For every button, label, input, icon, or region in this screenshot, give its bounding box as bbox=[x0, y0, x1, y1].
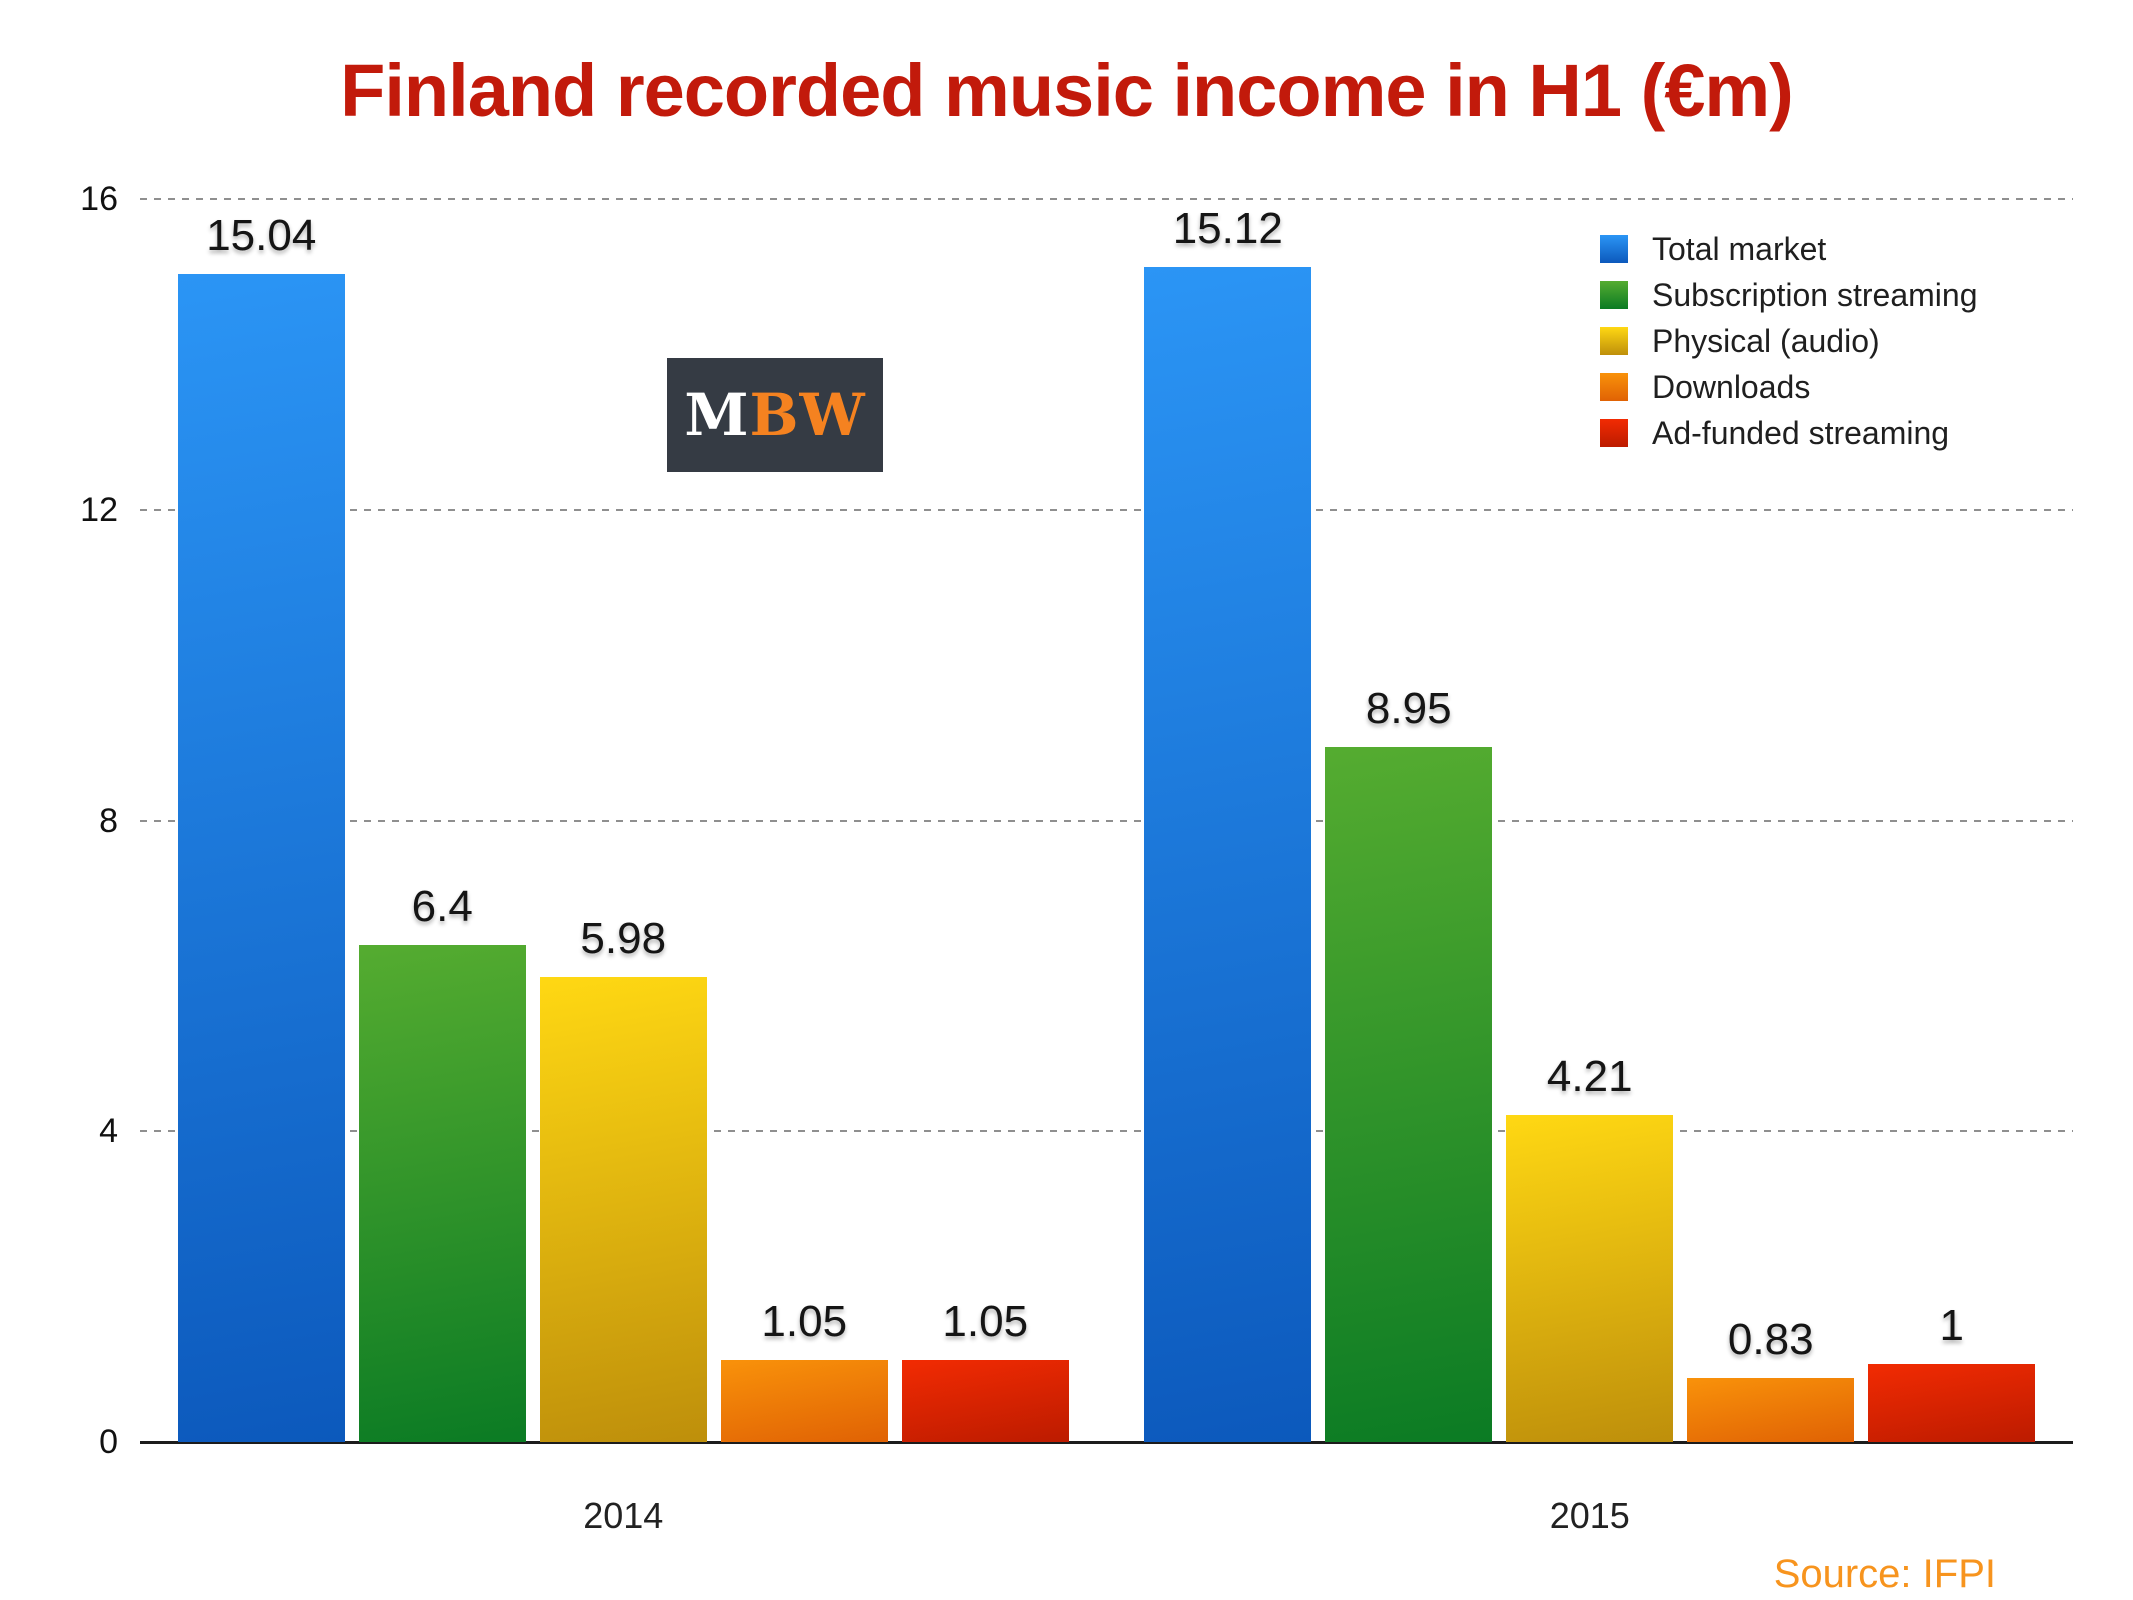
bar-2014-ad-funded-streaming bbox=[901, 1360, 1069, 1442]
bar-value-2014-total-market: 15.04 bbox=[206, 210, 317, 260]
bar-value-2015-ad-funded-streaming: 1 bbox=[1939, 1301, 1964, 1351]
bar-value-2015-subscription-streaming: 8.95 bbox=[1365, 683, 1452, 733]
subscription-streaming-swatch-icon bbox=[1600, 281, 1628, 309]
legend-item-ad-funded-streaming: Ad-funded streaming bbox=[1600, 415, 1977, 451]
gridline-16 bbox=[140, 198, 2073, 200]
category-label-2014: 2014 bbox=[583, 1495, 664, 1536]
source-credit: Source: IFPI bbox=[1773, 1552, 1996, 1596]
bar-2014-subscription-streaming bbox=[358, 944, 526, 1442]
legend-label-physical-audio: Physical (audio) bbox=[1652, 322, 1880, 359]
legend-item-physical-audio: Physical (audio) bbox=[1600, 323, 1977, 359]
y-tick-label-0: 0 bbox=[99, 1423, 118, 1461]
legend-item-subscription-streaming: Subscription streaming bbox=[1600, 277, 1977, 313]
bar-value-2014-downloads: 1.05 bbox=[761, 1297, 848, 1347]
y-tick-label-8: 8 bbox=[99, 801, 118, 840]
bar-2015-total-market bbox=[1144, 267, 1312, 1442]
bar-value-2014-ad-funded-streaming: 1.05 bbox=[942, 1297, 1029, 1347]
legend-item-downloads: Downloads bbox=[1600, 369, 1977, 405]
legend-label-subscription-streaming: Subscription streaming bbox=[1652, 276, 1978, 313]
y-tick-label-4: 4 bbox=[99, 1112, 118, 1151]
bar-2014-physical-audio bbox=[539, 977, 707, 1442]
bar-value-2015-physical-audio: 4.21 bbox=[1546, 1051, 1633, 1101]
legend: Total market Subscription streaming Physic… bbox=[1600, 231, 1977, 461]
bar-2015-subscription-streaming bbox=[1325, 746, 1493, 1442]
logo-m: M bbox=[684, 381, 750, 449]
y-tick-label-16: 16 bbox=[80, 180, 118, 218]
bar-2014-downloads bbox=[720, 1360, 888, 1442]
gridline-12 bbox=[140, 508, 2073, 511]
bar-2015-physical-audio bbox=[1506, 1114, 1674, 1442]
legend-label-ad-funded-streaming: Ad-funded streaming bbox=[1652, 414, 1950, 451]
gridline-4 bbox=[140, 1130, 2073, 1133]
x-axis-line bbox=[140, 1441, 2073, 1444]
bar-2015-ad-funded-streaming bbox=[1868, 1364, 2036, 1442]
physical-audio-swatch-icon bbox=[1600, 327, 1628, 355]
chart-title: Finland recorded music income in H1 (€m) bbox=[340, 49, 1794, 132]
legend-label-downloads: Downloads bbox=[1652, 368, 1811, 405]
total-market-swatch-icon bbox=[1600, 235, 1628, 263]
downloads-swatch-icon bbox=[1600, 373, 1628, 401]
bar-value-2014-subscription-streaming: 6.4 bbox=[411, 881, 473, 931]
bar-2015-downloads bbox=[1687, 1377, 1855, 1442]
legend-item-total-market: Total market bbox=[1600, 231, 1977, 267]
bar-value-2014-physical-audio: 5.98 bbox=[580, 914, 667, 964]
category-label-2015: 2015 bbox=[1549, 1495, 1630, 1536]
gridline-8 bbox=[140, 819, 2073, 822]
legend-label-total-market: Total market bbox=[1652, 230, 1827, 267]
bar-value-2015-total-market: 15.12 bbox=[1172, 204, 1283, 254]
logo-bw: BW bbox=[749, 381, 866, 449]
bar-value-2015-downloads: 0.83 bbox=[1727, 1314, 1814, 1364]
bar-2014-total-market bbox=[177, 273, 345, 1442]
y-tick-label-12: 12 bbox=[80, 490, 118, 529]
mbw-logo: M BW bbox=[667, 358, 883, 472]
ad-funded-streaming-swatch-icon bbox=[1600, 419, 1628, 447]
